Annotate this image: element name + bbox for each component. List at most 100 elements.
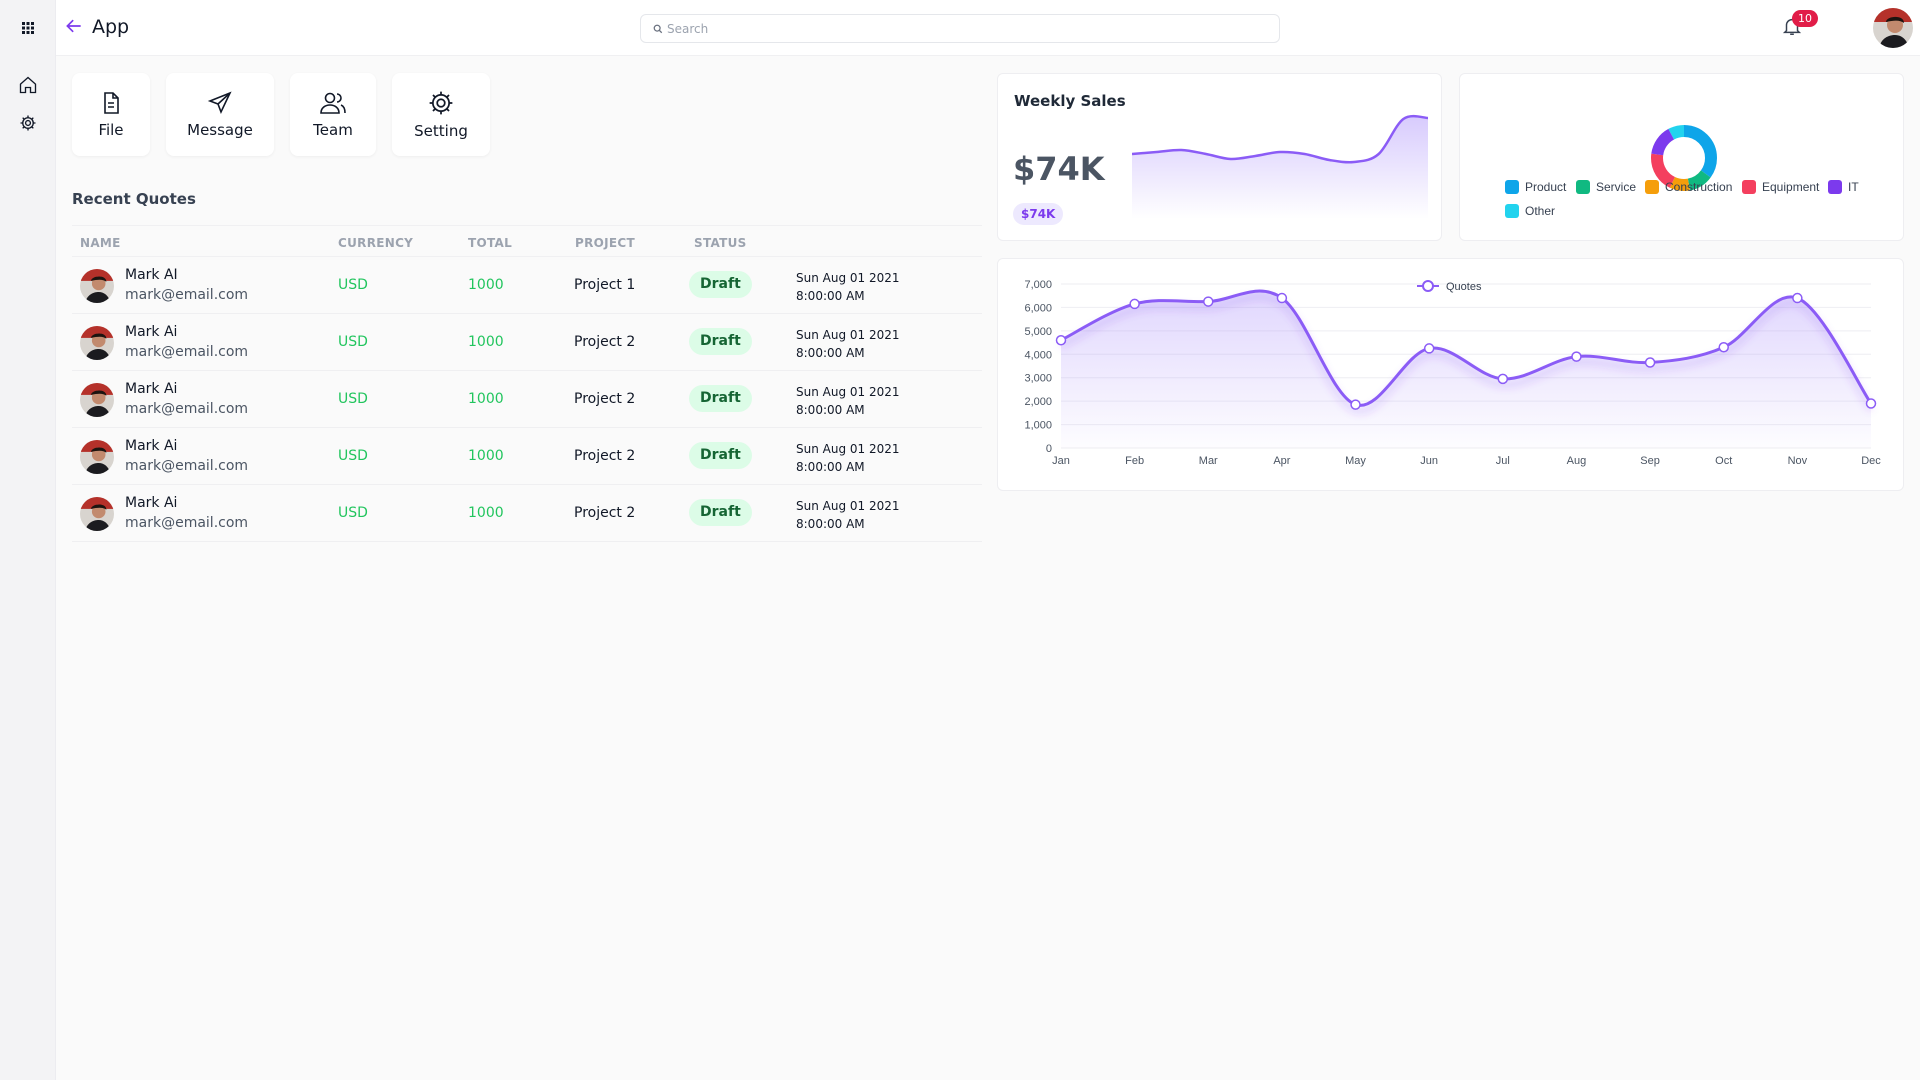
legend-item-construction[interactable]: Construction — [1645, 180, 1732, 194]
table-row[interactable]: Mark Ai mark@email.com USD 1000 Project … — [72, 371, 982, 428]
row-time: 8:00:00 AM — [796, 403, 865, 417]
quotes-data-point[interactable] — [1350, 399, 1361, 410]
table-row[interactable]: Mark Ai mark@email.com USD 1000 Project … — [72, 314, 982, 371]
table-row[interactable]: Mark AI mark@email.com USD 1000 Project … — [72, 257, 982, 314]
legend-swatch — [1576, 180, 1590, 194]
row-name: Mark AI — [125, 267, 178, 283]
row-total: 1000 — [468, 448, 504, 464]
setting-action-label: Setting — [414, 121, 468, 140]
row-time: 8:00:00 AM — [796, 460, 865, 474]
row-email: mark@email.com — [125, 287, 249, 303]
donut-slice-equipment[interactable] — [1651, 125, 1717, 191]
quotes-data-point[interactable] — [1571, 351, 1582, 362]
donut-slice-construction[interactable] — [1651, 125, 1717, 191]
sparkline-area — [1132, 116, 1428, 219]
donut-slice-other[interactable] — [1651, 125, 1717, 191]
quotes-line-chart: 0 1,000 2,000 3,000 4,000 5,000 6,000 7,000 Jan F… — [1024, 279, 1881, 467]
y-tick-label: 5,000 — [1024, 326, 1052, 338]
weekly-sales-sparkline — [1132, 114, 1428, 219]
x-tick-label: May — [1345, 455, 1366, 467]
notification-count-badge: 10 — [1792, 10, 1818, 27]
file-icon — [104, 91, 119, 114]
y-tick-label: 0 — [1046, 443, 1052, 455]
quotes-data-point[interactable] — [1718, 342, 1729, 353]
team-action-tile[interactable]: Team — [290, 73, 376, 156]
row-currency: USD — [338, 277, 368, 293]
column-header-currency: CURRENCY — [338, 236, 414, 250]
quotes-data-point[interactable] — [1423, 343, 1435, 354]
back-arrow-icon[interactable] — [64, 16, 88, 40]
row-datetime: Sun Aug 01 2021 8:00:00 AM — [796, 440, 900, 476]
legend-marker — [1422, 280, 1434, 292]
row-datetime: Sun Aug 01 2021 8:00:00 AM — [796, 497, 900, 533]
status-badge: Draft — [689, 442, 752, 469]
x-tick-label: Aug — [1567, 455, 1587, 467]
quotes-data-point[interactable] — [1276, 292, 1288, 304]
row-avatar — [80, 497, 114, 531]
row-date: Sun Aug 01 2021 — [796, 271, 900, 285]
weekly-sales-card: Weekly Sales $74K $74K — [997, 73, 1442, 241]
row-date: Sun Aug 01 2021 — [796, 385, 900, 399]
quotes-data-point[interactable] — [1865, 398, 1877, 409]
legend-label-quotes[interactable]: Quotes — [1446, 281, 1482, 293]
legend-item-product[interactable]: Product — [1505, 180, 1566, 194]
weekly-sales-badge: $74K — [1013, 203, 1064, 225]
quotes-data-point[interactable] — [1203, 296, 1214, 307]
x-tick-label: Nov — [1788, 455, 1808, 467]
quotes-data-point[interactable] — [1129, 298, 1140, 310]
x-tick-label: Sep — [1640, 455, 1660, 467]
row-currency: USD — [338, 448, 368, 464]
message-action-tile[interactable]: Message — [166, 73, 274, 156]
user-avatar[interactable] — [1873, 8, 1913, 48]
recent-quotes-table: NAME CURRENCY TOTAL PROJECT STATUS Mark … — [72, 225, 982, 542]
row-avatar — [80, 326, 114, 360]
row-currency: USD — [338, 334, 368, 350]
file-action-label: File — [98, 120, 124, 139]
quotes-data-point[interactable] — [1644, 357, 1656, 368]
legend-item-equipment[interactable]: Equipment — [1742, 180, 1819, 194]
row-project: Project 2 — [574, 505, 636, 521]
message-action-label: Message — [187, 120, 253, 139]
quotes-data-point[interactable] — [1497, 373, 1509, 385]
row-avatar — [80, 440, 114, 474]
y-tick-label: 2,000 — [1024, 396, 1052, 408]
column-header-status: STATUS — [694, 236, 747, 250]
table-row[interactable]: Mark Ai mark@email.com USD 1000 Project … — [72, 428, 982, 485]
quotes-data-point[interactable] — [1055, 334, 1067, 346]
search-input[interactable] — [667, 18, 1267, 39]
x-tick-label: Oct — [1715, 455, 1732, 467]
row-date: Sun Aug 01 2021 — [796, 328, 900, 342]
x-tick-label: Jul — [1496, 455, 1510, 467]
search-icon — [653, 24, 663, 34]
search-bar[interactable] — [640, 14, 1280, 43]
row-email: mark@email.com — [125, 344, 249, 360]
legend-item-service[interactable]: Service — [1576, 180, 1636, 194]
row-project: Project 2 — [574, 391, 636, 407]
row-email: mark@email.com — [125, 458, 249, 474]
row-avatar — [80, 269, 114, 303]
table-row[interactable]: Mark Ai mark@email.com USD 1000 Project … — [72, 485, 982, 542]
y-tick-label: 7,000 — [1024, 279, 1052, 291]
quotes-area — [1061, 291, 1871, 448]
top-bar: App 10 — [56, 0, 1920, 56]
row-name: Mark Ai — [125, 381, 178, 397]
gear-icon[interactable] — [16, 111, 40, 135]
row-datetime: Sun Aug 01 2021 8:00:00 AM — [796, 326, 900, 362]
row-date: Sun Aug 01 2021 — [796, 499, 900, 513]
legend-item-other[interactable]: Other — [1505, 204, 1555, 218]
quotes-data-point[interactable] — [1792, 292, 1803, 304]
setting-action-tile[interactable]: Setting — [392, 73, 490, 156]
y-tick-label: 3,000 — [1024, 373, 1052, 385]
weekly-sales-title: Weekly Sales — [1014, 92, 1126, 110]
row-total: 1000 — [468, 277, 504, 293]
column-header-project: PROJECT — [575, 236, 635, 250]
apps-grid-icon[interactable] — [16, 16, 40, 40]
row-datetime: Sun Aug 01 2021 8:00:00 AM — [796, 383, 900, 419]
legend-swatch — [1645, 180, 1659, 194]
legend-item-it[interactable]: IT — [1828, 180, 1859, 194]
row-email: mark@email.com — [125, 401, 249, 417]
row-project: Project 1 — [574, 277, 636, 293]
sparkline-line — [1132, 114, 1428, 164]
file-action-tile[interactable]: File — [72, 73, 150, 156]
home-icon[interactable] — [16, 73, 40, 97]
